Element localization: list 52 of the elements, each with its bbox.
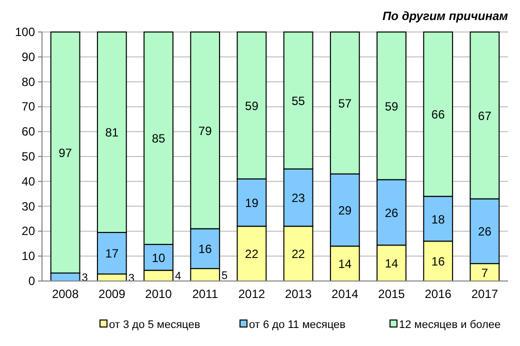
data-label: 18 [431, 212, 446, 226]
x-tick-label: 2011 [192, 287, 218, 301]
x-tick-label: 2017 [471, 287, 498, 301]
data-label: 14 [338, 257, 352, 272]
chart-title: По другим причинам [382, 9, 508, 23]
data-label: 14 [384, 256, 398, 271]
x-tick-label: 2013 [284, 287, 312, 301]
x-tick-label: 2015 [378, 287, 406, 301]
legend-label: от 6 до 11 месяцев [249, 319, 346, 331]
y-tick-label: 90 [22, 50, 36, 64]
x-tick-label: 2010 [145, 287, 172, 301]
y-tick-label: 100 [14, 25, 36, 39]
data-label: 97 [58, 146, 72, 160]
x-tick-label: 2008 [52, 287, 79, 301]
data-label: 16 [198, 242, 212, 256]
x-tick-label: 2009 [98, 287, 126, 301]
x-tick-label: 2012 [238, 287, 266, 301]
data-label: 4 [174, 270, 182, 283]
data-label: 57 [338, 96, 352, 110]
data-label: 55 [292, 94, 306, 108]
data-label: 79 [198, 124, 212, 138]
data-label: 23 [292, 191, 306, 206]
data-label: 29 [338, 204, 352, 218]
data-label: 16 [431, 254, 446, 269]
data-label: 19 [245, 196, 259, 210]
legend-label: от 3 до 5 месяцев [109, 319, 200, 331]
y-tick-label: 10 [22, 249, 36, 264]
y-tick-label: 30 [22, 199, 36, 214]
legend-label: 12 месяцев и более [399, 319, 501, 331]
y-tick-label: 0 [28, 274, 36, 288]
data-label: 10 [152, 250, 166, 265]
y-tick-label: 40 [22, 174, 36, 188]
data-label: 85 [152, 132, 166, 146]
y-tick-label: 60 [22, 124, 36, 139]
data-label: 67 [478, 108, 492, 123]
data-label: 5 [222, 270, 228, 282]
data-label: 59 [245, 98, 259, 113]
data-label: 7 [481, 266, 488, 280]
data-label: 81 [105, 126, 119, 140]
data-label: 26 [384, 206, 398, 220]
data-label: 66 [431, 108, 446, 122]
x-tick-label: 2016 [424, 287, 452, 301]
y-tick-label: 70 [22, 100, 36, 114]
data-label: 22 [245, 247, 259, 262]
data-label: 22 [292, 247, 306, 262]
x-tick-label: 2014 [332, 287, 359, 301]
data-label: 26 [478, 224, 492, 239]
y-tick-label: 20 [22, 224, 36, 238]
y-tick-label: 50 [22, 150, 36, 164]
y-tick-label: 80 [22, 74, 36, 89]
data-label: 17 [105, 246, 119, 261]
data-label: 59 [384, 99, 398, 114]
